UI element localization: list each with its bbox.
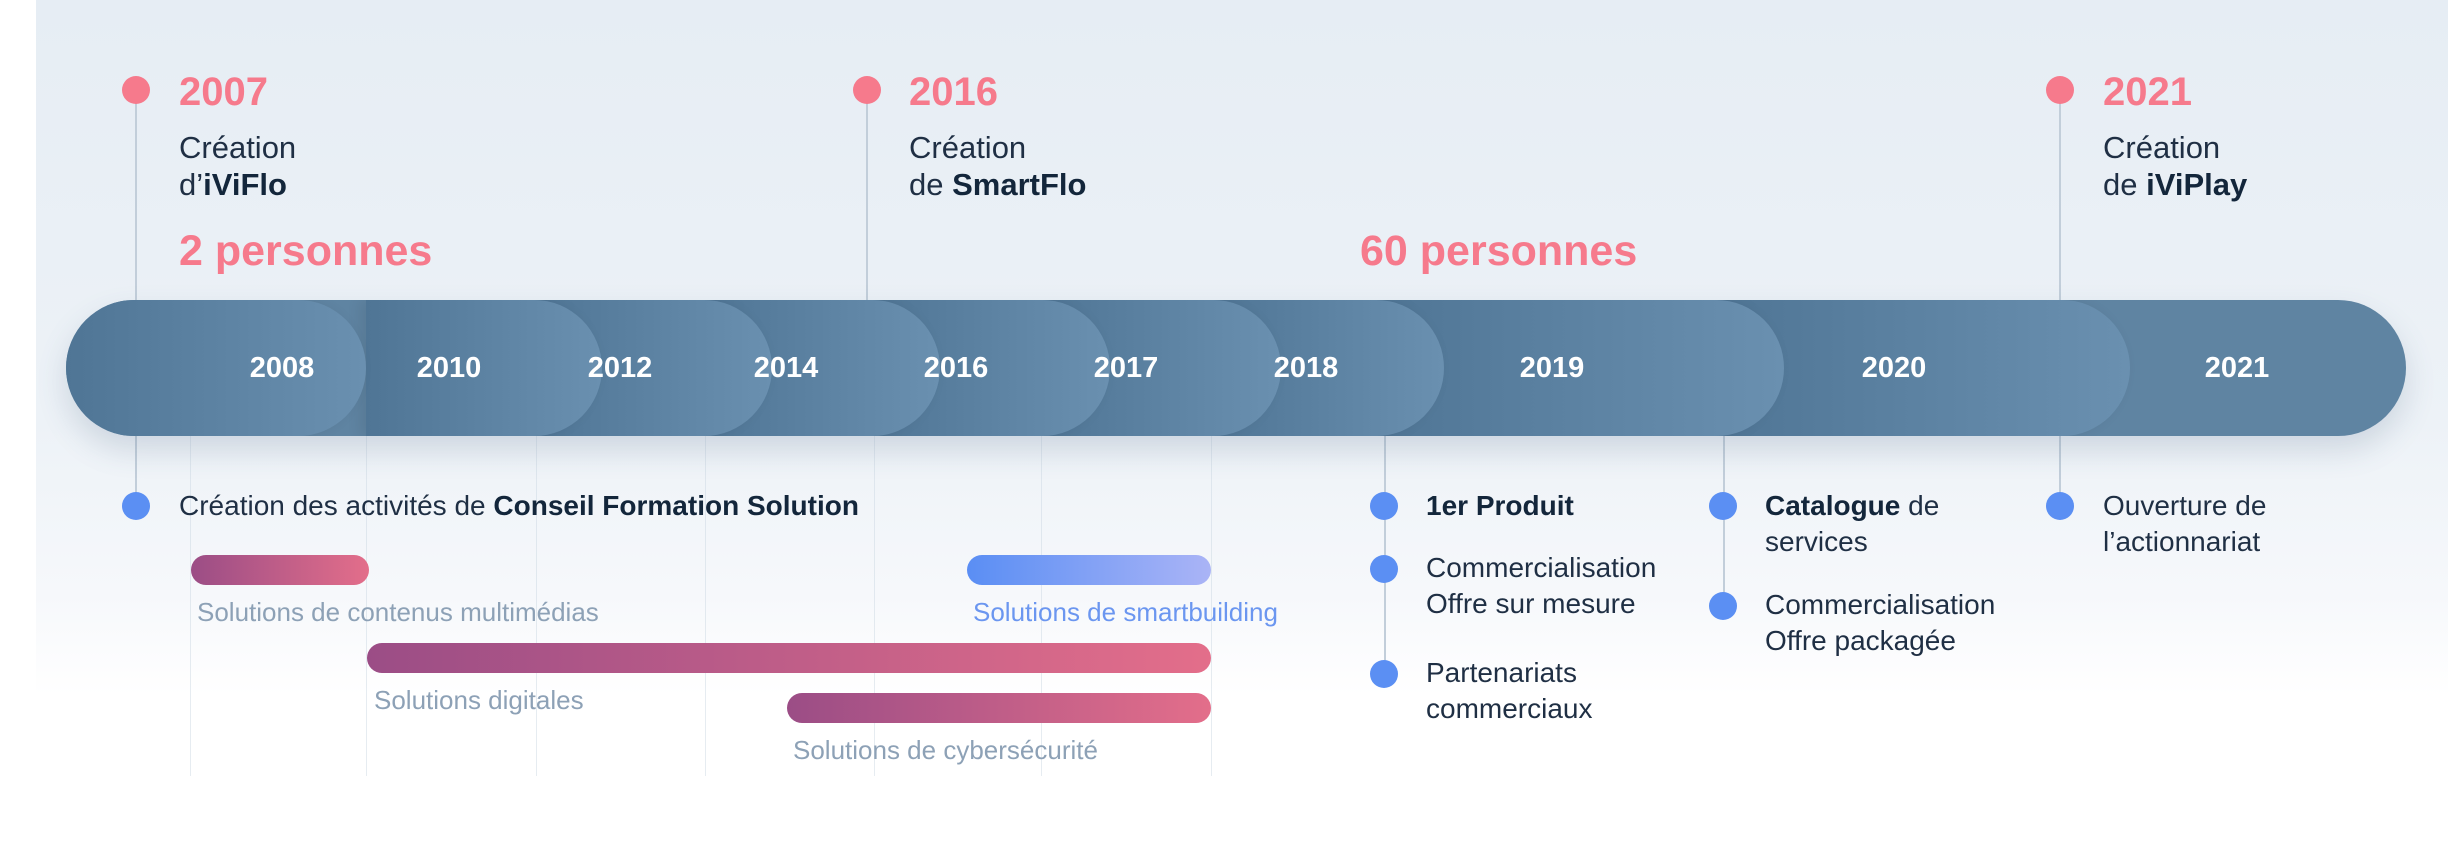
- milestone-text-2021: Création de iViPlay: [2103, 130, 2248, 202]
- connector-line-2021-below: [2059, 436, 2061, 506]
- year-label-2021: 2021: [2204, 352, 2270, 384]
- year-label-2014: 2014: [753, 352, 819, 384]
- connector-line-founding: [135, 436, 137, 506]
- solution-bar-smartbuilding: [967, 555, 1211, 585]
- year-label-2008: 2008: [249, 352, 315, 384]
- solution-bar-multimedia: [191, 555, 369, 585]
- activity-text-actionnariat: Ouverture de l’actionnariat: [2103, 490, 2267, 557]
- track-segment-2020: [1716, 300, 2130, 436]
- timeline-track: 2008 2010 2012 2014 2016 2017 2018 2019 …: [66, 300, 2406, 436]
- activity-text-commercialisation-packagee: Commercialisation Offre packagée: [1765, 589, 1996, 656]
- milestone-year-2016: 2016: [909, 70, 998, 114]
- track-segment-2019: [1376, 300, 1784, 436]
- milestone-dot-2007: [122, 76, 150, 104]
- track-segment-2008: [66, 300, 366, 436]
- activity-dot-commercialisation-mesure: [1370, 555, 1398, 583]
- grid-line: [705, 436, 706, 776]
- year-label-2010: 2010: [416, 352, 482, 384]
- activity-text-catalogue: Catalogue de services: [1765, 490, 1940, 557]
- activity-text-commercialisation-mesure: Commercialisation Offre sur mesure: [1426, 552, 1657, 619]
- solution-label-smartbuilding: Solutions de smartbuilding: [973, 597, 1278, 627]
- activity-dot-catalogue: [1709, 492, 1737, 520]
- year-label-2018: 2018: [1273, 352, 1339, 384]
- activity-dot-actionnariat: [2046, 492, 2074, 520]
- year-label-2016: 2016: [923, 352, 989, 384]
- solution-bar-cybersecurite: [787, 693, 1211, 723]
- activity-text-partenariats: Partenariats commerciaux: [1426, 657, 1593, 724]
- grid-line: [536, 436, 537, 776]
- connector-line-2020: [1723, 436, 1725, 606]
- year-label-2019: 2019: [1519, 352, 1585, 384]
- grid-line: [1041, 436, 1042, 776]
- connector-line-2021: [2059, 92, 2061, 302]
- grid-line: [1211, 436, 1212, 776]
- track-segment-2010: [366, 300, 602, 436]
- grid-line: [366, 436, 367, 776]
- milestone-dot-2021: [2046, 76, 2074, 104]
- milestone-text-2016: Création de SmartFlo: [909, 130, 1087, 202]
- grid-line: [874, 436, 875, 776]
- milestone-year-2021: 2021: [2103, 70, 2192, 114]
- milestone-dot-2016: [853, 76, 881, 104]
- activity-dot-commercialisation-packagee: [1709, 592, 1737, 620]
- activity-text-founding: Création des activités de Conseil Format…: [179, 490, 859, 521]
- milestone-text-2007: Création d’iViFlo: [179, 130, 297, 202]
- activity-dot-founding: [122, 492, 150, 520]
- milestone-year-2007: 2007: [179, 70, 268, 114]
- solution-label-digitales: Solutions digitales: [374, 685, 584, 715]
- headcount-2007: 2 personnes: [179, 227, 433, 275]
- connector-line-2016: [866, 92, 868, 302]
- solution-label-cybersecurite: Solutions de cybersécurité: [793, 735, 1098, 765]
- year-label-2020: 2020: [1861, 352, 1927, 384]
- headcount-2019: 60 personnes: [1360, 227, 1638, 275]
- activity-dot-1er-produit: [1370, 492, 1398, 520]
- year-label-2017: 2017: [1093, 352, 1159, 384]
- activity-text-1er-produit: 1er Produit: [1426, 490, 1574, 521]
- grid-line: [190, 436, 191, 776]
- solution-bar-digitales: [367, 643, 1211, 673]
- solution-label-multimedia: Solutions de contenus multimédias: [197, 597, 599, 627]
- year-label-2012: 2012: [587, 352, 653, 384]
- activity-dot-partenariats: [1370, 660, 1398, 688]
- connector-line-2007: [135, 92, 137, 302]
